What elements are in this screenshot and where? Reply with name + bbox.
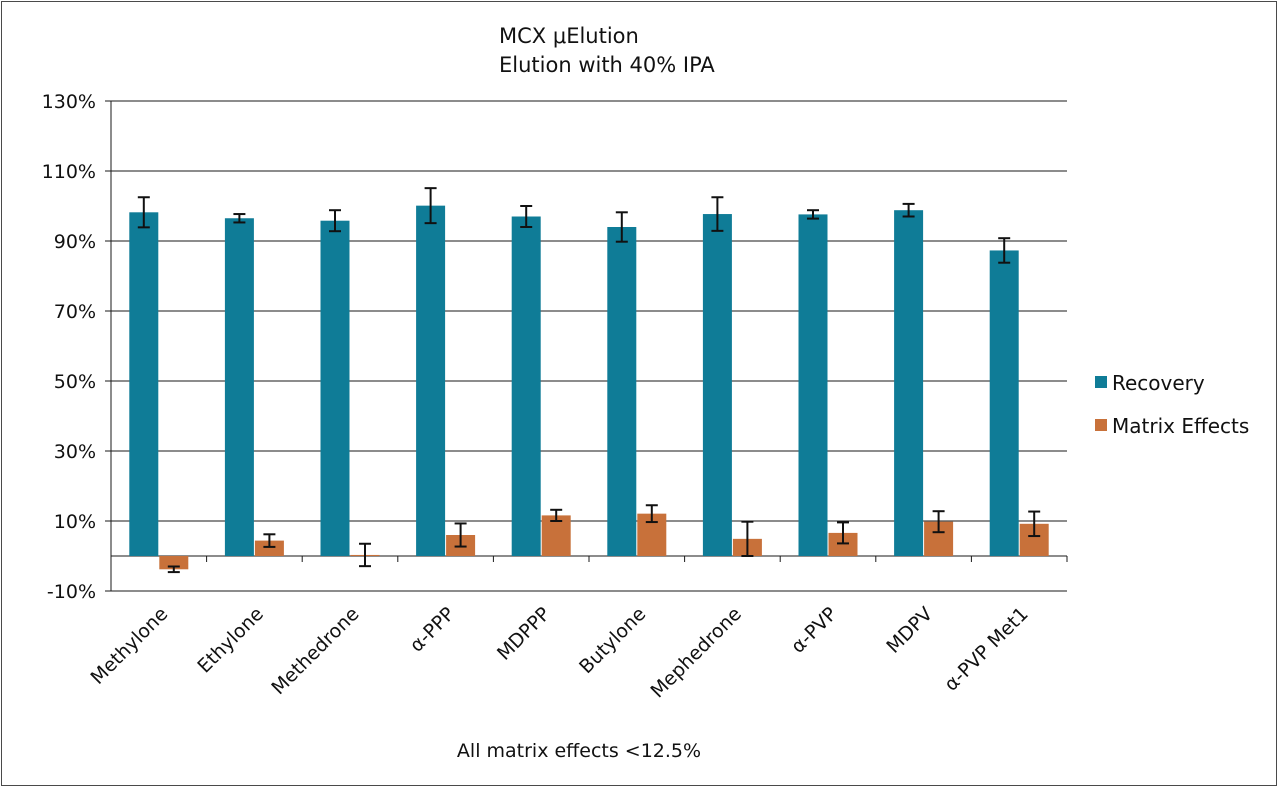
x-tick-label: Mephedrone xyxy=(646,603,745,702)
legend-label-matrix-effects: Matrix Effects xyxy=(1112,414,1249,438)
x-tick-label: Methedrone xyxy=(267,603,363,699)
y-tick-label: 110% xyxy=(42,161,96,183)
bar-recovery xyxy=(224,218,254,556)
bar-recovery xyxy=(320,220,350,556)
y-tick-label: 130% xyxy=(42,91,96,113)
x-tick-label: Methylone xyxy=(86,603,172,689)
bar-matrix-effects xyxy=(541,515,571,556)
bar-recovery xyxy=(511,216,541,556)
gridlines xyxy=(111,100,1067,592)
y-tick-label: 70% xyxy=(54,301,96,323)
chart-annotation: All matrix effects <12.5% xyxy=(457,740,701,762)
x-tick-label: Butylone xyxy=(575,603,650,678)
chart-title: MCX μElution xyxy=(499,24,639,48)
legend-label-recovery: Recovery xyxy=(1112,371,1205,395)
bar-matrix-effects xyxy=(828,532,858,556)
x-tick-label: MDPPP xyxy=(493,603,555,665)
legend-swatch-matrix-effects xyxy=(1095,419,1107,431)
y-tick-label: 10% xyxy=(54,511,96,533)
bar-recovery xyxy=(798,214,828,556)
y-tick-label: -10% xyxy=(47,581,96,603)
bar-matrix-effects xyxy=(254,540,284,556)
bar-recovery xyxy=(989,250,1019,556)
bar-recovery xyxy=(702,214,732,557)
legend-swatch-recovery xyxy=(1095,376,1107,388)
y-tick-label: 50% xyxy=(54,371,96,393)
x-tick-label: Ethylone xyxy=(193,603,268,678)
y-tick-label: 90% xyxy=(54,231,96,253)
x-tick-label: α-PPP xyxy=(406,603,460,657)
chart-subtitle: Elution with 40% IPA xyxy=(499,53,715,77)
bar-recovery xyxy=(607,227,637,556)
bar-recovery xyxy=(129,212,159,557)
legend: Recovery Matrix Effects xyxy=(1095,371,1249,438)
y-tick-label: 30% xyxy=(54,441,96,463)
x-tick-label: α-PVP xyxy=(787,603,842,658)
x-tick-label: MDPV xyxy=(882,603,937,658)
error-bars xyxy=(137,187,1041,574)
bars xyxy=(129,205,1049,570)
x-tick-label: α-PVP Met1 xyxy=(940,603,1033,696)
bar-matrix-effects xyxy=(159,556,189,570)
bar-recovery xyxy=(416,205,446,556)
bar-recovery xyxy=(894,210,924,556)
